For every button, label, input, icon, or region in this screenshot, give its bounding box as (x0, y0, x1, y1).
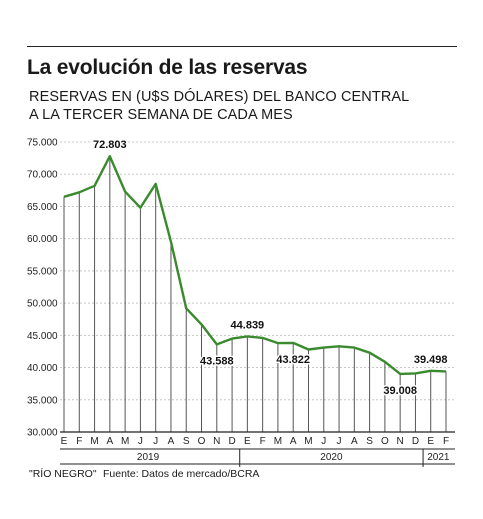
chart-title: La evolución de las reservas (27, 56, 308, 79)
x-tick-label: F (443, 436, 449, 447)
x-tick-label: J (337, 436, 342, 447)
year-label: 2019 (137, 452, 160, 463)
subtitle-line-1: RESERVAS EN (U$S DÓLARES) DEL BANCO CENT… (29, 89, 410, 105)
top-rule (27, 46, 457, 47)
y-tick-label: 30.000 (27, 428, 58, 439)
x-tick-label: A (351, 436, 358, 447)
y-tick-label: 75.000 (27, 138, 58, 149)
footer-credit: "RÍO NEGRO" (29, 468, 97, 480)
data-label: 44.839 (231, 319, 265, 331)
x-tick-label: A (168, 436, 175, 447)
x-tick-label: D (228, 436, 235, 447)
x-tick-label: J (138, 436, 143, 447)
y-tick-label: 45.000 (27, 331, 58, 342)
data-label: 39.008 (383, 385, 417, 397)
x-tick-label: S (183, 436, 190, 447)
x-tick-label: D (412, 436, 419, 447)
x-tick-label: O (198, 436, 206, 447)
x-tick-label: F (76, 436, 82, 447)
x-tick-label: E (427, 436, 434, 447)
x-tick-label: J (321, 436, 326, 447)
y-tick-label: 35.000 (27, 395, 58, 406)
year-label: 2020 (320, 452, 343, 463)
y-tick-label: 65.000 (27, 202, 58, 213)
x-tick-label: M (274, 436, 282, 447)
x-tick-label: M (90, 436, 98, 447)
x-tick-label: F (260, 436, 266, 447)
x-tick-label: J (153, 436, 158, 447)
data-label: 39.498 (414, 354, 448, 366)
data-label: 72.803 (93, 139, 127, 151)
y-tick-label: 40.000 (27, 363, 58, 374)
x-tick-label: A (107, 436, 114, 447)
x-tick-label: E (244, 436, 251, 447)
data-label: 43.588 (200, 355, 234, 367)
x-tick-label: O (381, 436, 389, 447)
year-label: 2021 (427, 452, 450, 463)
series-line (63, 155, 447, 376)
y-tick-label: 55.000 (27, 266, 58, 277)
x-tick-label: N (397, 436, 404, 447)
x-tick-label: S (366, 436, 373, 447)
x-tick-label: M (304, 436, 312, 447)
footer-source: Fuente: Datos de mercado/BCRA (103, 468, 260, 480)
x-tick-label: N (213, 436, 220, 447)
y-tick-label: 60.000 (27, 234, 58, 245)
x-tick-label: E (61, 436, 68, 447)
x-tick-label: M (121, 436, 129, 447)
y-tick-label: 70.000 (27, 170, 58, 181)
y-tick-label: 50.000 (27, 299, 58, 310)
chart-subtitle: RESERVAS EN (U$S DÓLARES) DEL BANCO CENT… (29, 88, 409, 124)
x-tick-label: A (290, 436, 297, 447)
data-label: 43.822 (276, 354, 310, 366)
subtitle-line-2: A LA TERCER SEMANA DE CADA MES (29, 107, 293, 123)
